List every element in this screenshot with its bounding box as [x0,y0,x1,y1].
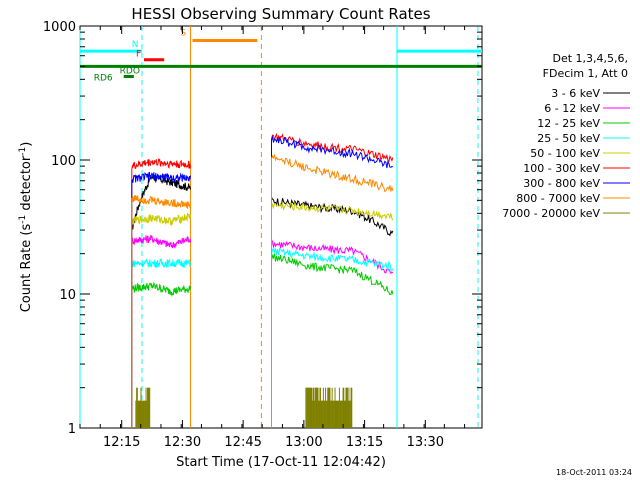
flag-label-f: F [136,50,141,60]
y-axis-label: Count Rate (s-1 detector-1) [18,142,34,313]
series-line-4-seg-1 [271,200,394,428]
x-tick-label-1: 12:30 [164,435,201,450]
axes: 12:15 12:30 12:45 13:00 13:15 13:30 1 10 100 1000 [43,20,482,450]
y-label-end: ) [19,142,34,147]
y-label-mid: detector [19,155,34,215]
vertical-markers [79,26,479,428]
series-line-7-seg-1 [271,153,394,428]
y-tick-label-3: 1000 [43,20,76,35]
flag-label-rd6: RD6 [94,73,113,83]
x-tick-label-2: 12:45 [224,435,261,450]
legend-header-1: Det 1,3,4,5,6, [552,52,628,65]
series-line-1-seg-0 [131,234,191,428]
legend-label-8: 7000 - 20000 keV [502,207,600,220]
legend-label-4: 50 - 100 keV [530,147,600,160]
x-tick-label-0: 12:15 [103,435,140,450]
series-line-5-seg-1 [271,132,394,428]
legend-label-3: 25 - 50 keV [537,132,600,145]
flag-label-rdo: RDO [120,66,140,76]
series-olive-bursts-1 [305,387,353,428]
series-line-3-seg-0 [131,257,191,428]
series-olive-bursts-0 [135,387,151,428]
y-tick-label-0: 1 [68,422,76,437]
y-label-main: Count Rate (s [19,224,34,313]
x-tick-label-3: 13:00 [285,435,322,450]
chart-title: HESSI Observing Summary Count Rates [131,5,430,23]
series-line-5-seg-0 [131,158,191,428]
x-axis-label: Start Time (17-Oct-11 12:04:42) [176,455,386,470]
flag-label-s: S [181,28,187,38]
legend-header-2: FDecim 1, Att 0 [543,67,628,80]
plot-frame [79,25,483,429]
y-tick-label-2: 100 [51,154,76,169]
legend: Det 1,3,4,5,6, FDecim 1, Att 0 3 - 6 keV… [502,52,630,220]
y-label-sup2: -1 [18,147,28,156]
series-line-3-seg-1 [271,247,394,428]
y-tick-label-1: 10 [59,288,76,303]
legend-label-6: 300 - 800 keV [523,177,600,190]
series-line-2-seg-0 [131,281,191,428]
timestamp: 18-Oct-2011 03:24 [556,468,632,477]
series-line-2-seg-1 [271,253,394,428]
flag-label-n: N [132,40,139,50]
flag-bars: NF S RDO RD6 [80,28,482,83]
series-line-7-seg-0 [131,195,191,428]
x-tick-label-4: 13:15 [346,435,383,450]
series-lines [131,132,394,428]
legend-label-0: 3 - 6 keV [551,87,600,100]
legend-label-2: 12 - 25 keV [537,117,600,130]
series-line-4-seg-0 [131,212,191,428]
series-line-6-seg-1 [271,135,394,428]
legend-label-1: 6 - 12 keV [544,102,600,115]
legend-label-5: 100 - 300 keV [523,162,600,175]
series-line-6-seg-0 [131,171,191,428]
x-tick-label-5: 13:30 [407,435,444,450]
y-label-sup1: -1 [18,215,28,224]
legend-label-7: 800 - 7000 keV [516,192,600,205]
